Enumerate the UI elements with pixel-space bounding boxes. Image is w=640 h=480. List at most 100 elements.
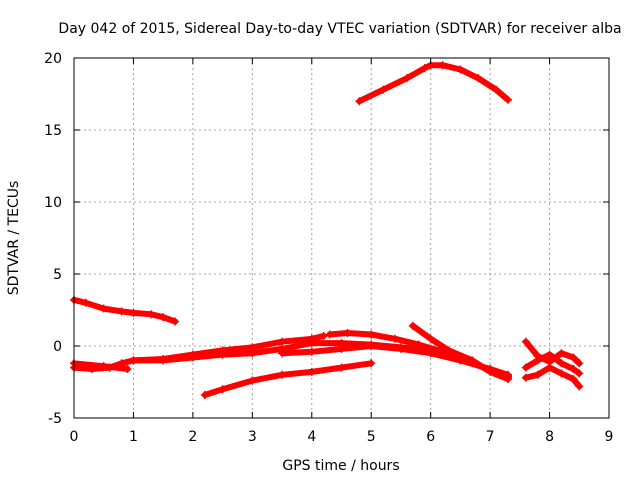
series-trace: [356, 62, 511, 105]
data-point: [438, 61, 447, 70]
data-point: [379, 85, 388, 94]
data-point: [456, 65, 465, 74]
data-point: [337, 363, 346, 372]
data-point: [278, 337, 287, 346]
x-axis-label: GPS time / hours: [282, 458, 399, 474]
data-point: [278, 370, 287, 379]
series-arc-10: [521, 363, 584, 391]
x-tick-label: 5: [367, 429, 376, 445]
data-point: [533, 356, 542, 365]
data-point: [503, 95, 512, 104]
data-point: [307, 367, 316, 376]
x-tick-label: 6: [426, 429, 435, 445]
data-point: [474, 74, 483, 83]
axis-ticks: 0 1 2 3 4 5 6 7 8 9 -5 0 5 10 15 20: [44, 51, 613, 445]
data-point: [575, 359, 584, 368]
data-point: [545, 363, 554, 372]
data-point: [337, 344, 346, 353]
series-trace: [409, 322, 511, 383]
series-arc-11: [521, 350, 584, 378]
x-tick-label: 8: [545, 429, 554, 445]
data-point: [426, 349, 435, 358]
data-point: [521, 337, 530, 346]
data-point: [486, 367, 495, 376]
data-point: [444, 346, 453, 355]
data-point: [367, 330, 376, 339]
y-tick-label: 10: [44, 195, 62, 211]
data-point: [521, 363, 530, 372]
data-point: [367, 359, 376, 368]
y-tick-label: 5: [53, 267, 62, 283]
data-point: [367, 342, 376, 350]
data-point: [123, 365, 132, 374]
data-point: [343, 329, 352, 338]
data-point: [188, 350, 197, 359]
data-point: [117, 307, 126, 316]
data-point: [408, 321, 417, 330]
y-tick-label: -5: [48, 411, 62, 427]
data-point: [319, 331, 328, 340]
data-point: [171, 317, 180, 326]
x-tick-label: 4: [307, 429, 316, 445]
data-point: [159, 354, 168, 363]
data-point: [533, 370, 542, 379]
data-point: [557, 359, 566, 368]
data-point: [81, 298, 90, 307]
data-point: [325, 330, 334, 339]
data-point: [218, 346, 227, 355]
data-point: [420, 64, 429, 73]
data-point: [147, 310, 156, 319]
series-trace: [130, 332, 327, 364]
data-point: [200, 390, 209, 399]
data-point: [396, 344, 405, 353]
data-point: [557, 349, 566, 358]
data-point: [307, 347, 316, 356]
data-point: [129, 356, 138, 365]
data-point: [569, 375, 578, 384]
series-arc-1: [70, 295, 180, 326]
plot-frame: [73, 57, 610, 419]
data-point: [391, 334, 399, 343]
data-point: [248, 343, 257, 352]
y-tick-label: 15: [44, 123, 62, 139]
x-tick-label: 1: [129, 429, 138, 445]
data-layer: [70, 61, 584, 399]
data-point: [402, 74, 411, 83]
data-point: [355, 97, 364, 106]
data-point: [557, 369, 566, 378]
data-point: [569, 353, 578, 362]
data-point: [218, 385, 227, 394]
chart-title: Day 042 of 2015, Sidereal Day-to-day VTE…: [58, 21, 621, 37]
data-point: [278, 349, 287, 358]
data-point: [575, 382, 584, 391]
series-arc-top: [355, 61, 512, 106]
x-tick-label: 9: [605, 429, 614, 445]
data-point: [248, 376, 257, 385]
series-arc-4: [129, 331, 328, 365]
data-point: [307, 334, 316, 343]
data-point: [569, 365, 578, 374]
data-point: [492, 85, 501, 94]
data-point: [545, 350, 554, 359]
x-tick-label: 7: [486, 429, 495, 445]
x-tick-label: 0: [70, 429, 79, 445]
series-arc-5: [200, 359, 376, 399]
y-axis-label: SDTVAR / TECUs: [6, 181, 22, 296]
data-point: [99, 304, 108, 313]
x-tick-label: 3: [248, 429, 257, 445]
data-point: [575, 369, 584, 378]
grid: [74, 58, 609, 418]
data-point: [414, 340, 423, 349]
x-tick-label: 2: [188, 429, 197, 445]
series-arc-8: [408, 321, 512, 384]
data-point: [159, 313, 168, 322]
y-tick-label: 20: [44, 51, 62, 67]
data-point: [503, 375, 512, 384]
data-point: [99, 362, 108, 371]
y-tick-label: 0: [53, 339, 62, 355]
data-point: [426, 334, 435, 343]
data-point: [129, 308, 138, 317]
data-point: [521, 373, 530, 382]
